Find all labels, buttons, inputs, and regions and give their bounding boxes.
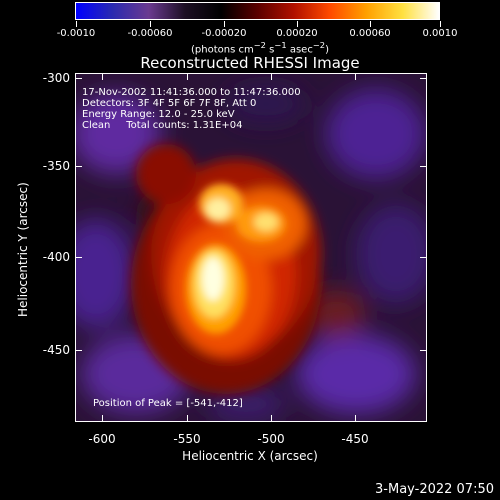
annotation-peak: Position of Peak = [-541,-412] [93, 398, 243, 409]
x-axis-tick [102, 73, 103, 80]
colorbar-tick [297, 21, 298, 27]
rhessi-image: 17-Nov-2002 11:41:36.000 to 11:47:36.000… [75, 73, 427, 422]
x-tick-label: -450 [341, 432, 369, 446]
y-tick-label: -450 [42, 343, 70, 357]
date-stamp: 3-May-2022 07:50 [375, 482, 494, 497]
colorbar-tick [440, 21, 441, 27]
colorbar [75, 2, 440, 20]
x-axis-tick [271, 73, 272, 80]
x-tick-label: -550 [173, 432, 201, 446]
colorbar-tick-label: -0.00020 [201, 28, 247, 39]
colorbar-tick-label: -0.0010 [56, 28, 96, 39]
rhessi-map [76, 74, 426, 421]
y-axis-tick [75, 257, 82, 258]
annotation-counts: Clean Total counts: 1.31E+04 [82, 120, 243, 131]
colorbar-tick-label: 0.00060 [349, 28, 391, 39]
colorbar-tick [224, 21, 225, 27]
annotation-time: 17-Nov-2002 11:41:36.000 to 11:47:36.000 [82, 87, 301, 98]
y-axis-tick [420, 350, 427, 351]
colorbar-tick [76, 21, 77, 27]
y-axis-tick [75, 350, 82, 351]
y-tick-label: -300 [42, 71, 70, 85]
colorbar-tick-label: -0.00060 [127, 28, 173, 39]
x-axis-tick [355, 415, 356, 422]
y-axis-tick [420, 257, 427, 258]
y-tick-label: -400 [42, 250, 70, 264]
y-axis-tick [420, 78, 427, 79]
colorbar-tick-label: 0.0010 [422, 28, 458, 39]
y-axis-tick [420, 166, 427, 167]
y-axis-tick [75, 166, 82, 167]
x-axis-tick [271, 415, 272, 422]
x-tick-label: -500 [257, 432, 285, 446]
annotation-detectors: Detectors: 3F 4F 5F 6F 7F 8F, Att 0 [82, 98, 257, 109]
colorbar-tick [150, 21, 151, 27]
plot-title: Reconstructed RHESSI Image [140, 54, 360, 72]
x-axis-tick [355, 73, 356, 80]
colorbar-tick-label: 0.00020 [276, 28, 318, 39]
x-axis-tick [187, 415, 188, 422]
x-axis-title: Heliocentric X (arcsec) [182, 449, 318, 463]
colorbar-units: (photons cm−2 s−1 asec−2) [190, 40, 330, 56]
annotation-energy: Energy Range: 12.0 - 25.0 keV [82, 109, 235, 120]
y-axis-tick [75, 78, 82, 79]
x-axis-tick [102, 415, 103, 422]
y-axis-title: Heliocentric Y (arcsec) [16, 182, 30, 317]
x-tick-label: -600 [88, 432, 116, 446]
y-tick-label: -350 [42, 159, 70, 173]
colorbar-tick [370, 21, 371, 27]
x-axis-tick [187, 73, 188, 80]
